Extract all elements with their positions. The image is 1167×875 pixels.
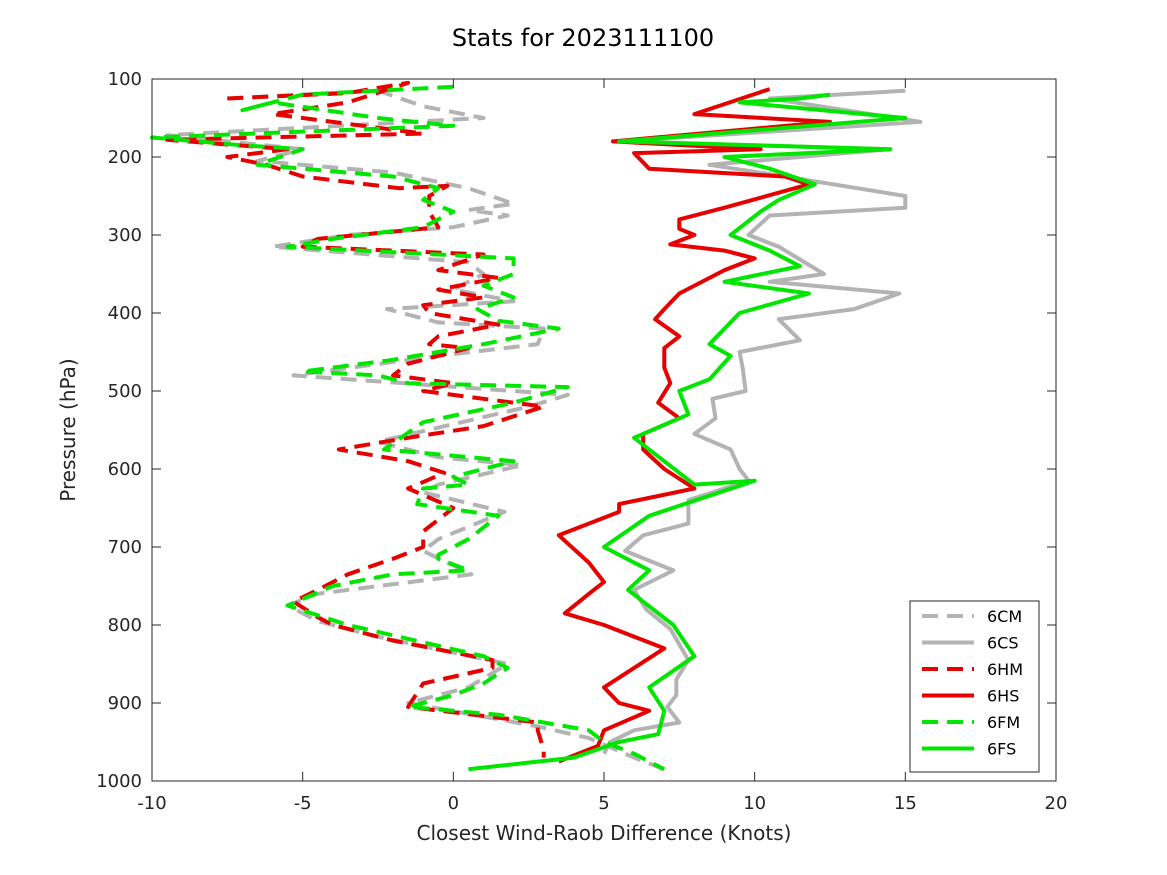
y-tick-label: 600 xyxy=(108,459,142,480)
x-tick-label: 10 xyxy=(743,793,766,814)
y-tick-label: 200 xyxy=(108,147,142,168)
y-tick-label: 500 xyxy=(108,381,142,402)
legend-box xyxy=(909,600,1040,773)
x-tick-label: 5 xyxy=(598,793,609,814)
legend-label-6cm: 6CM xyxy=(987,607,1022,626)
series-line-6hs xyxy=(556,87,832,764)
y-tick-label: 100 xyxy=(108,69,142,90)
x-axis-label: Closest Wind-Raob Difference (Knots) xyxy=(417,821,792,845)
legend-label-6hm: 6HM xyxy=(987,660,1023,679)
y-tick-label: 400 xyxy=(108,303,142,324)
legend-label-6cs: 6CS xyxy=(987,634,1019,653)
x-tick-label: 15 xyxy=(894,793,917,814)
series-line-6fm xyxy=(150,84,666,772)
legend-label-6hs: 6HS xyxy=(987,687,1019,706)
y-tick-label: 700 xyxy=(108,537,142,558)
x-tick-label: -5 xyxy=(294,793,312,814)
y-tick-label: 900 xyxy=(108,693,142,714)
plot-area: -10 -5 0 5 10 15 20 100 200 300 400 500 600 700 800 900… xyxy=(96,69,1067,814)
y-tick-label: 300 xyxy=(108,225,142,246)
chart-title: Stats for 2023111100 xyxy=(452,24,714,52)
series-line-6fs xyxy=(468,92,908,772)
series-line-6hm xyxy=(165,80,546,758)
legend: 6CM 6CS 6HM 6HS 6FM 6FS xyxy=(909,600,1040,773)
y-tick-label: 1000 xyxy=(96,771,142,792)
legend-label-6fm: 6FM xyxy=(987,713,1020,732)
legend-label-6fs: 6FS xyxy=(987,740,1016,759)
y-axis-label: Pressure (hPa) xyxy=(56,358,80,501)
x-tick-label: 20 xyxy=(1045,793,1068,814)
x-tick-label: 0 xyxy=(448,793,459,814)
y-tick-label: 800 xyxy=(108,615,142,636)
x-tick-label: -10 xyxy=(137,793,166,814)
